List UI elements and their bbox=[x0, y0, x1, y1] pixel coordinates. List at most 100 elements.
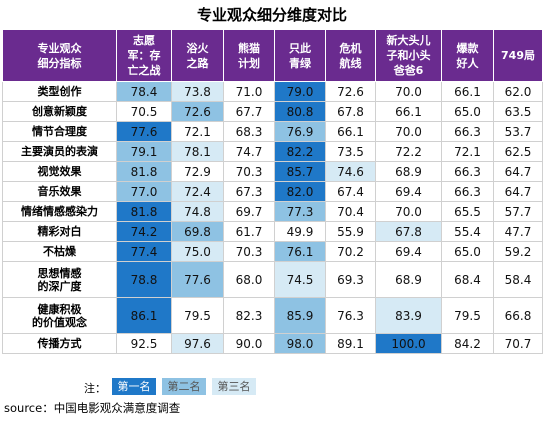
score-cell: 79.0 bbox=[274, 81, 326, 102]
score-cell: 81.8 bbox=[116, 201, 172, 222]
score-cell: 74.5 bbox=[274, 261, 326, 298]
column-header: 危机 航线 bbox=[325, 29, 376, 82]
column-header-line: 之路 bbox=[186, 56, 209, 70]
score-cell: 70.0 bbox=[375, 121, 442, 142]
score-cell: 82.2 bbox=[274, 141, 326, 162]
table-row: 健康积极 的价值观念 86.1 79.5 82.3 85.9 76.3 83.9 79.5 66.… bbox=[2, 297, 543, 334]
column-header: 熊猫 计划 bbox=[223, 29, 275, 82]
score-cell: 70.5 bbox=[116, 101, 172, 122]
score-cell: 70.3 bbox=[223, 161, 275, 182]
score-cell: 77.3 bbox=[274, 201, 326, 222]
score-cell: 68.3 bbox=[223, 121, 275, 142]
score-cell: 85.7 bbox=[274, 161, 326, 182]
table-row: 精彩对白 74.2 69.8 61.7 49.9 55.9 67.8 55.4 47.7 bbox=[2, 221, 543, 242]
score-cell: 67.4 bbox=[325, 181, 376, 202]
column-header-line: 亡之战 bbox=[127, 64, 161, 77]
score-cell: 84.2 bbox=[441, 333, 494, 354]
score-cell: 78.4 bbox=[116, 81, 172, 102]
column-header-line: 只此 bbox=[289, 41, 311, 55]
score-cell: 68.0 bbox=[223, 261, 275, 298]
score-cell: 70.4 bbox=[325, 201, 376, 222]
score-cell: 64.7 bbox=[493, 161, 543, 182]
column-header-line: 航线 bbox=[339, 56, 362, 70]
row-label-line: 情节合理度 bbox=[32, 125, 87, 138]
column-header-line: 青绿 bbox=[289, 56, 311, 70]
score-cell: 75.0 bbox=[171, 241, 224, 262]
table-row: 思想情感 的深广度 78.8 77.6 68.0 74.5 69.3 68.9 68.4 58.4 bbox=[2, 261, 543, 298]
column-header-line: 好人 bbox=[456, 56, 479, 70]
score-cell: 100.0 bbox=[375, 333, 442, 354]
table-body: 类型创作 78.4 73.8 71.0 79.0 72.6 70.0 66.1 62.0 创意新颖… bbox=[2, 81, 543, 354]
chart-title: 专业观众细分维度对比 bbox=[196, 6, 347, 24]
score-cell: 55.9 bbox=[325, 221, 376, 242]
score-cell: 66.1 bbox=[375, 101, 442, 122]
score-cell: 72.6 bbox=[171, 101, 224, 122]
row-label-line: 的深广度 bbox=[37, 279, 82, 293]
score-cell: 89.1 bbox=[325, 333, 376, 354]
row-label-line: 思想情感 bbox=[37, 266, 82, 280]
row-label: 类型创作 bbox=[2, 81, 117, 102]
corner-header: 专业观众 细分指标 bbox=[2, 29, 117, 82]
score-cell: 70.2 bbox=[325, 241, 376, 262]
row-label: 健康积极 的价值观念 bbox=[2, 297, 117, 334]
score-cell: 76.9 bbox=[274, 121, 326, 142]
score-cell: 55.4 bbox=[441, 221, 494, 242]
score-cell: 70.3 bbox=[223, 241, 275, 262]
score-cell: 69.8 bbox=[171, 221, 224, 242]
corner-header-line: 专业观众 bbox=[37, 41, 82, 55]
row-label: 情节合理度 bbox=[2, 121, 117, 142]
row-label-line: 视觉效果 bbox=[37, 165, 82, 178]
column-header: 爆款 好人 bbox=[441, 29, 494, 82]
row-label-line: 创意新颖度 bbox=[32, 105, 87, 118]
column-header: 新大头儿 子和小头 爸爸6 bbox=[375, 29, 442, 82]
score-cell: 61.7 bbox=[223, 221, 275, 242]
row-label-line: 主要演员的表演 bbox=[21, 145, 98, 158]
score-cell: 85.9 bbox=[274, 297, 326, 334]
score-cell: 62.0 bbox=[493, 81, 543, 102]
table-row: 情节合理度 77.6 72.1 68.3 76.9 66.1 70.0 66.3 53.7 bbox=[2, 121, 543, 142]
score-cell: 59.2 bbox=[493, 241, 543, 262]
score-cell: 79.1 bbox=[116, 141, 172, 162]
score-cell: 69.3 bbox=[325, 261, 376, 298]
column-header-line: 749局 bbox=[501, 49, 535, 62]
score-cell: 74.2 bbox=[116, 221, 172, 242]
score-cell: 65.5 bbox=[441, 201, 494, 222]
score-cell: 47.7 bbox=[493, 221, 543, 242]
score-cell: 66.1 bbox=[325, 121, 376, 142]
score-cell: 73.5 bbox=[325, 141, 376, 162]
column-header: 只此 青绿 bbox=[274, 29, 326, 82]
score-cell: 97.6 bbox=[171, 333, 224, 354]
score-cell: 67.7 bbox=[223, 101, 275, 122]
table-row: 类型创作 78.4 73.8 71.0 79.0 72.6 70.0 66.1 62.0 bbox=[2, 81, 543, 102]
column-header-line: 爸爸6 bbox=[393, 64, 424, 77]
row-label: 情绪情感感染力 bbox=[2, 201, 117, 222]
column-header-line: 熊猫 bbox=[238, 41, 260, 55]
table-row: 情绪情感感染力 81.8 74.8 69.7 77.3 70.4 70.0 65.5 57.7 bbox=[2, 201, 543, 222]
score-cell: 74.6 bbox=[325, 161, 376, 182]
row-label: 音乐效果 bbox=[2, 181, 117, 202]
score-cell: 74.8 bbox=[171, 201, 224, 222]
score-cell: 76.1 bbox=[274, 241, 326, 262]
row-label: 创意新颖度 bbox=[2, 101, 117, 122]
row-label-line: 传播方式 bbox=[37, 337, 82, 350]
score-cell: 66.3 bbox=[441, 121, 494, 142]
score-cell: 66.3 bbox=[441, 181, 494, 202]
score-cell: 49.9 bbox=[274, 221, 326, 242]
column-header-line: 志愿 bbox=[133, 34, 155, 47]
score-cell: 72.4 bbox=[171, 181, 224, 202]
table-row: 主要演员的表演 79.1 78.1 74.7 82.2 73.5 72.2 72.1 62.5 bbox=[2, 141, 543, 162]
comparison-table: 专业观众 细分指标 志愿 军：存 亡之战 浴火 之路 熊猫 计划 只此 青绿 危机 航线 新大头儿 子和小… bbox=[2, 29, 543, 354]
score-cell: 58.4 bbox=[493, 261, 543, 298]
score-cell: 69.4 bbox=[375, 181, 442, 202]
score-cell: 72.1 bbox=[441, 141, 494, 162]
header-row: 专业观众 细分指标 志愿 军：存 亡之战 浴火 之路 熊猫 计划 只此 青绿 危机 航线 新大头儿 子和小… bbox=[2, 29, 543, 82]
score-cell: 77.0 bbox=[116, 181, 172, 202]
score-cell: 86.1 bbox=[116, 297, 172, 334]
score-cell: 76.3 bbox=[325, 297, 376, 334]
column-header-line: 新大头儿 bbox=[386, 34, 431, 47]
row-label: 视觉效果 bbox=[2, 161, 117, 182]
score-cell: 92.5 bbox=[116, 333, 172, 354]
column-header-line: 危机 bbox=[339, 41, 362, 55]
rank-legend: 注： 第一名 第二名 第三名 bbox=[0, 378, 544, 396]
score-cell: 70.0 bbox=[375, 201, 442, 222]
